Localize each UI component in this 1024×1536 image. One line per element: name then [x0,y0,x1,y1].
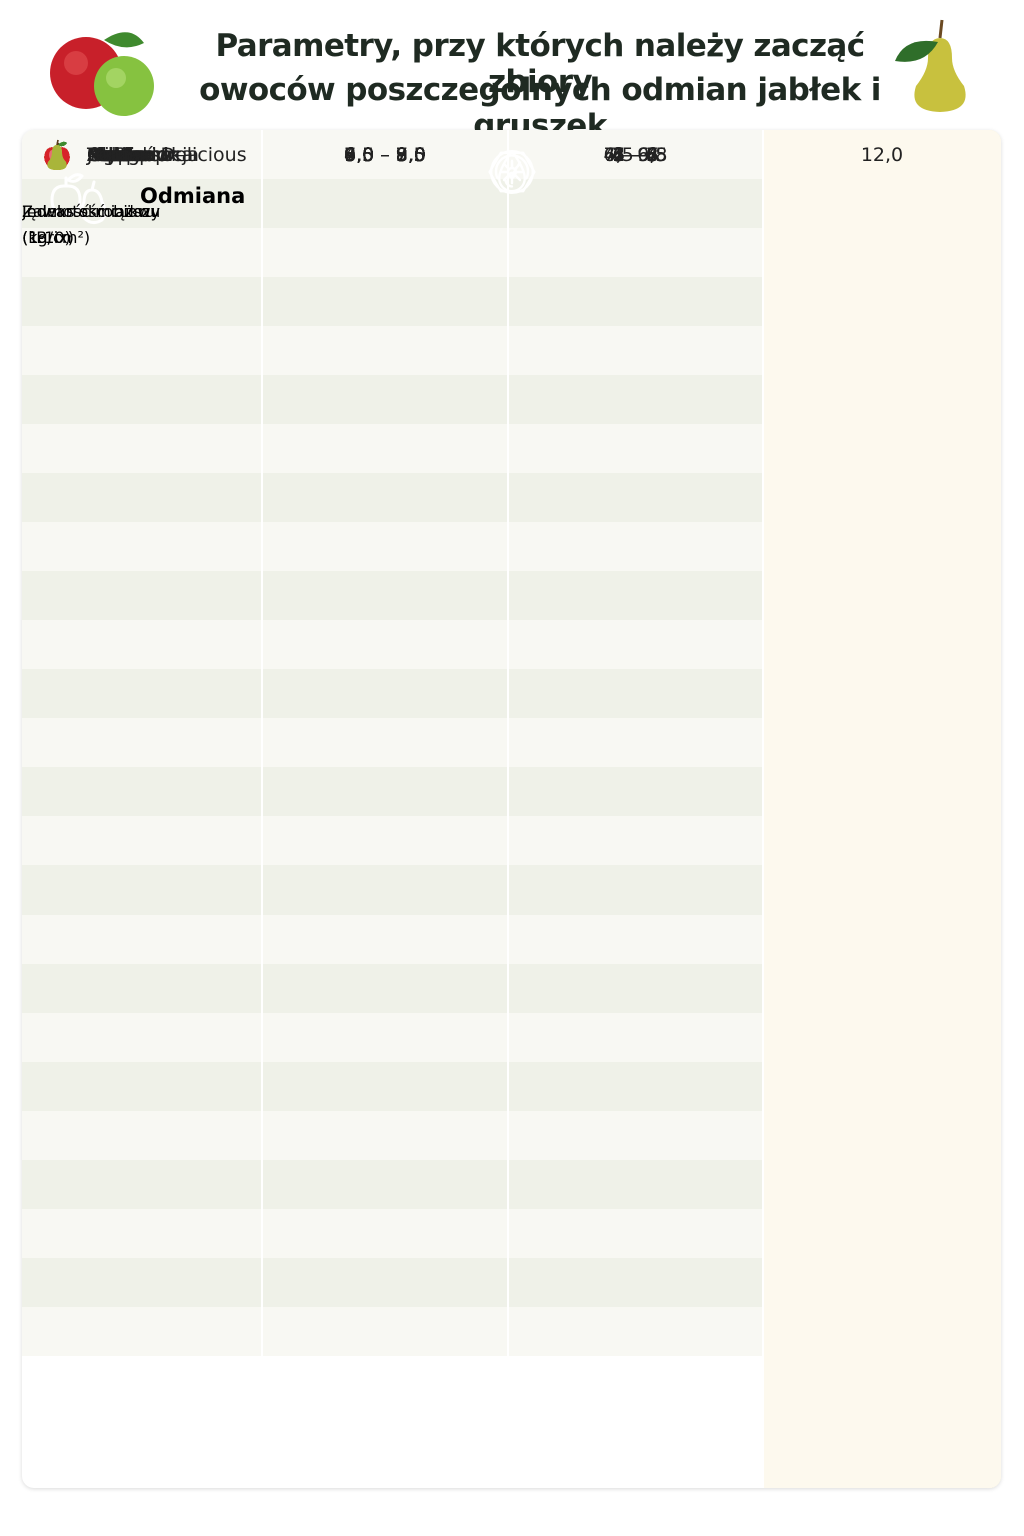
value-cell: 6 – 7 [612,143,659,166]
variety-name: Elstar [87,143,142,166]
variety-name: McSpur [87,143,158,166]
variety-name: Szampion [87,143,181,166]
apples-image [50,32,154,116]
value-cell: 1 – 4 [612,143,659,166]
value-cell: – [630,143,641,166]
header-label: Odmiana [140,184,246,208]
header-unit: (kg/cm²) [22,228,91,247]
variety-name: Boskoop [87,143,168,166]
value-cell: 7,0 – 8,0 [343,143,426,166]
value-cell: 5 – 7 [612,143,659,166]
variety-name: Gala [87,143,131,166]
variety-name: Melerose [87,143,173,166]
value-cell: 2 – 3 [612,143,659,166]
value-cell: 4,5 – 5,5 [343,143,426,166]
variety-name: Cortland [87,143,169,166]
table-row: Konferencja 6,0 – 7,0 – 12,0 [22,130,1001,1488]
header-label: Indeks skrobiowy [22,202,161,221]
value-cell: 3 – 7 [612,143,659,166]
value-cell: 9,0 – 9,5 [343,143,426,166]
value-cell: 8,0 – 8,5 [343,143,426,166]
value-cell: – [630,143,641,166]
sugar-cell-bg [763,130,1001,1488]
value-cell: 6,5 – 8,0 [343,143,426,166]
variety-name: Rubin [87,143,141,166]
variety-name: Komisówka [87,143,194,166]
variety-name: Topaz [87,143,141,166]
pear-image [895,19,966,112]
value-cell: 6,0 – 7,0 [343,143,426,166]
variety-name: Idared [87,143,148,166]
variety-name: Gloster [87,143,156,166]
header-label: Zawartość cukru [22,202,156,221]
variety-name: Lobo [87,143,133,166]
header-label: Jędrność miąższu [22,202,161,221]
column-divider [507,130,509,1488]
column-divider [261,130,263,1488]
value-cell: 6,5 – 7,5 [343,143,426,166]
variety-name: Fiesta [87,143,143,166]
variety-name: Empire [87,143,154,166]
value-cell: 5 – 6 [612,143,659,166]
value-cell: 7,5 – 9,0 [343,143,426,166]
variety-name: Alwa [87,143,133,166]
value-cell: 4 – 6,5 [603,143,668,166]
title-line: Parametry, przy których należy zacząć zb… [215,28,866,100]
value-cell: 5 – 7 [612,143,659,166]
header-icon [50,173,107,225]
variety-name: Mutsu [87,143,145,166]
value-cell: 9,0 – 9,5 [343,143,426,166]
value-cell: 7,0 – 8,0 [343,143,426,166]
value-cell: 6,5 – 7,5 [343,143,426,166]
value-cell: 3 – 5 [612,143,659,166]
value-cell: 3 – 5 [612,143,659,166]
value-cell: 7,0 – 9,0 [343,143,426,166]
value-cell: 3 – 5 [612,143,659,166]
fruit-icon [47,139,67,170]
variety-name: Elise [87,143,132,166]
variety-name: Pinova [87,143,150,166]
value-cell: 5 – 6 [612,143,659,166]
value-cell: 7,0 – 7,5 [343,143,426,166]
value-cell: 6,5 – 8 [603,143,668,166]
header-unit: (°Brix) [22,228,74,247]
value-cell: 2 – 4 [612,143,659,166]
value-cell: 5 – 7 [612,143,659,166]
value-cell: 6 – 7 [612,143,659,166]
header-icon [487,151,536,193]
value-cell: 6 – 7 [612,143,659,166]
variety-name: Ligol [87,143,132,166]
value-cell: 7,5 – 8,0 [343,143,426,166]
column-divider [762,130,764,1488]
value-cell: 7,5 – 8,0 [343,143,426,166]
value-cell: 7 – 8 [612,143,659,166]
value-cell: 6,5 – 7,5 [343,143,426,166]
value-cell: 3 – 4 [612,143,659,166]
value-cell: 12,0 [860,143,904,166]
value-cell: 4 – 6 [612,143,659,166]
value-cell: 9,0 – 9,5 [343,143,426,166]
header-unit: (1-10) [22,228,71,247]
value-cell: 7 – 9,5 [603,143,668,166]
variety-name: Jonagold [87,143,169,166]
variety-name: Fuji [87,143,120,166]
value-cell: 7,0 – 8,0 [343,143,426,166]
value-cell: 7,5 – 8,0 [343,143,426,166]
value-cell: 6,5 – 7,5 [343,143,426,166]
value-cell: 7 – 8 [612,143,659,166]
variety-name: Arlet [87,143,133,166]
table: Odmiana Jędrność miąższu (kg/cm²) Indeks sk… [22,130,1001,1488]
value-cell: 7,0 – 8,0 [343,143,426,166]
value-cell: 6,0 – 8,5 [343,143,426,166]
variety-name: Konferencja [87,143,200,166]
value-cell: 7,0 – 8,0 [343,143,426,166]
value-cell: 4 – 6 [612,143,659,166]
variety-name: Golden Delicious [87,143,247,166]
value-cell: 6,5 – 8,0 [343,143,426,166]
value-cell: 7,0 – 8,0 [343,143,426,166]
